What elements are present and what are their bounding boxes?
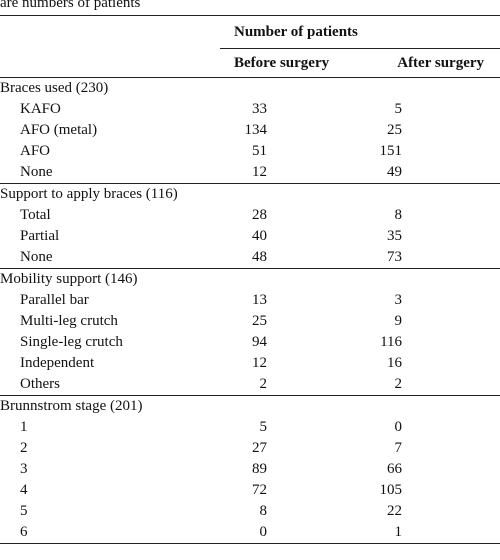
before-surgery-value: 48 (252, 249, 267, 265)
table-row: 5 8 22 (0, 501, 500, 522)
table-row: KAFO 33 5 (0, 99, 500, 120)
section-title: Support to apply braces (116) (0, 183, 220, 205)
before-surgery-value: 89 (252, 461, 267, 477)
table-row: Total 28 8 (0, 205, 500, 226)
row-label: 4 (20, 482, 28, 498)
before-surgery-value: 5 (259, 419, 268, 435)
row-label: Partial (20, 228, 60, 244)
section-header-row: Mobility support (146) (0, 268, 500, 290)
before-surgery-value: 25 (252, 313, 267, 329)
empty-cell (220, 183, 360, 205)
table-row: Parallel bar 13 3 (0, 290, 500, 311)
row-label: AFO (metal) (20, 122, 98, 138)
before-surgery-value: 8 (259, 503, 268, 519)
table-row: 4 72 105 (0, 480, 500, 501)
empty-cell (360, 268, 500, 290)
empty-cell (360, 78, 500, 100)
row-label: Total (20, 207, 51, 223)
before-surgery-value: 51 (252, 143, 267, 159)
after-surgery-value: 7 (394, 440, 403, 456)
section-title: Mobility support (146) (0, 268, 220, 290)
before-surgery-value: 72 (252, 482, 267, 498)
table-row: None 48 73 (0, 247, 500, 269)
after-surgery-value: 25 (387, 122, 403, 138)
table-row: None 12 49 (0, 162, 500, 184)
section-title: Braces used (230) (0, 80, 109, 96)
section-header-row: Braces used (230) (0, 78, 500, 100)
section-title: Brunnstrom stage (201) (0, 395, 220, 417)
row-label: Others (20, 376, 60, 392)
before-surgery-value: 94 (252, 334, 267, 350)
after-surgery-value: 49 (387, 164, 403, 180)
before-surgery-value: 2 (259, 376, 268, 392)
header-blank-cell (0, 48, 220, 78)
row-label: None (20, 249, 53, 265)
patients-table: Number of patients Before surgery After … (0, 15, 500, 544)
row-label: 3 (20, 461, 28, 477)
empty-cell (220, 78, 360, 100)
row-label: 5 (20, 503, 28, 519)
table-row: Single-leg crutch 94 116 (0, 332, 500, 353)
after-surgery-value: 16 (387, 355, 403, 371)
table-row: AFO (metal) 134 25 (0, 120, 500, 141)
table-row: Multi-leg crutch 25 9 (0, 311, 500, 332)
after-surgery-value: 1 (360, 522, 500, 544)
before-surgery-value: 33 (252, 101, 267, 117)
table-row: 3 89 66 (0, 459, 500, 480)
row-label: None (20, 164, 53, 180)
table-caption: are numbers of patients (0, 0, 141, 11)
after-surgery-value: 73 (387, 249, 403, 265)
after-surgery-value: 8 (394, 207, 403, 223)
column-header-after: After surgery (360, 48, 500, 78)
empty-cell (220, 395, 360, 417)
before-surgery-value: 12 (252, 355, 267, 371)
before-surgery-value: 12 (252, 164, 267, 180)
row-label: Independent (20, 355, 95, 371)
after-surgery-value: 116 (380, 334, 403, 350)
after-surgery-value: 151 (379, 143, 403, 159)
empty-cell (220, 268, 360, 290)
group-header: Number of patients (220, 15, 500, 49)
before-surgery-value: 28 (252, 207, 267, 223)
table-row: 2 27 7 (0, 438, 500, 459)
before-surgery-value: 27 (252, 440, 267, 456)
row-label: 2 (20, 440, 28, 456)
row-label: AFO (20, 143, 51, 159)
table-row: Others 2 2 (0, 374, 500, 396)
before-surgery-value: 40 (252, 228, 267, 244)
table-row: AFO 51 151 (0, 141, 500, 162)
row-label: KAFO (20, 101, 61, 117)
row-label: 6 (0, 522, 220, 544)
after-surgery-value: 2 (394, 376, 403, 392)
after-surgery-value: 22 (387, 503, 403, 519)
row-label: Parallel bar (20, 292, 89, 308)
column-header-before: Before surgery (220, 48, 360, 78)
after-surgery-value: 9 (394, 313, 403, 329)
table-row: Partial 40 35 (0, 226, 500, 247)
after-surgery-value: 35 (387, 228, 403, 244)
after-surgery-value: 5 (394, 101, 403, 117)
section-header-row: Support to apply braces (116) (0, 183, 500, 205)
table-header: Number of patients Before surgery After … (0, 15, 500, 78)
after-surgery-value: 3 (394, 292, 403, 308)
row-label: Multi-leg crutch (20, 313, 118, 329)
table-row: 1 5 0 (0, 417, 500, 438)
empty-cell (360, 395, 500, 417)
before-surgery-value: 13 (252, 292, 267, 308)
after-surgery-value: 66 (387, 461, 403, 477)
before-surgery-value: 0 (220, 522, 360, 544)
before-surgery-value: 134 (244, 122, 268, 138)
after-surgery-value: 0 (394, 419, 403, 435)
after-surgery-value: 105 (379, 482, 403, 498)
section-header-row: Brunnstrom stage (201) (0, 395, 500, 417)
row-label: 1 (20, 419, 28, 435)
table-body: Braces used (230) KAFO 33 5 AFO (metal) 134 25… (0, 78, 500, 544)
table-row: Independent 12 16 (0, 353, 500, 374)
row-label: Single-leg crutch (20, 334, 123, 350)
empty-cell (360, 183, 500, 205)
header-blank-cell (0, 15, 220, 49)
